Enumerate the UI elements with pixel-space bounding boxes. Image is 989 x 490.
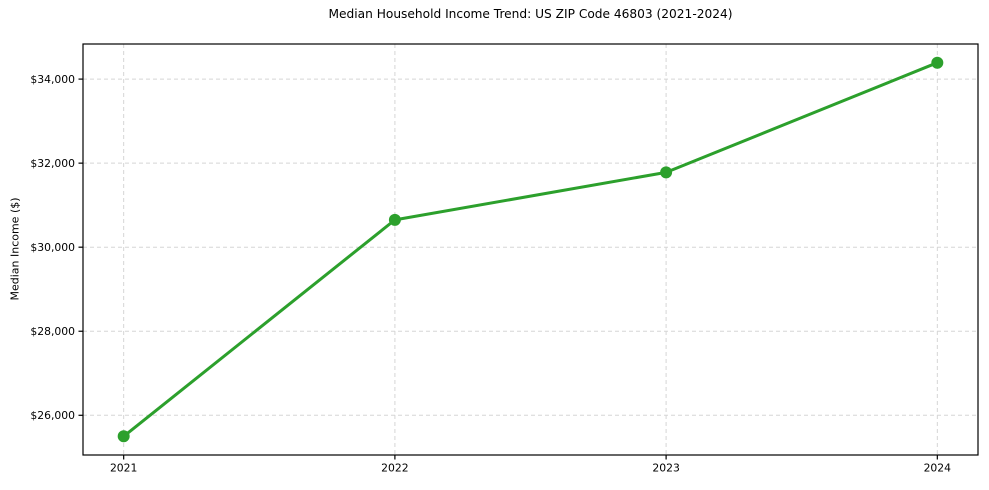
trend-line bbox=[122, 61, 939, 438]
data-point bbox=[931, 56, 944, 69]
x-tick-label: 2021 bbox=[110, 462, 137, 475]
x-tick-label: 2022 bbox=[381, 462, 408, 475]
y-tick-label: $26,000 bbox=[30, 409, 75, 422]
x-tick-label: 2023 bbox=[652, 462, 679, 475]
axes-frame bbox=[82, 43, 979, 456]
x-tick-label: 2024 bbox=[924, 462, 952, 475]
data-point bbox=[117, 430, 130, 443]
chart-title: Median Household Income Trend: US ZIP Co… bbox=[328, 7, 733, 21]
y-tick-label: $32,000 bbox=[30, 157, 75, 170]
data-point bbox=[388, 213, 401, 226]
y-tick-label: $28,000 bbox=[30, 325, 75, 338]
y-tick-label: $34,000 bbox=[30, 73, 75, 86]
y-tick-label: $30,000 bbox=[30, 241, 75, 254]
data-point bbox=[660, 166, 673, 179]
